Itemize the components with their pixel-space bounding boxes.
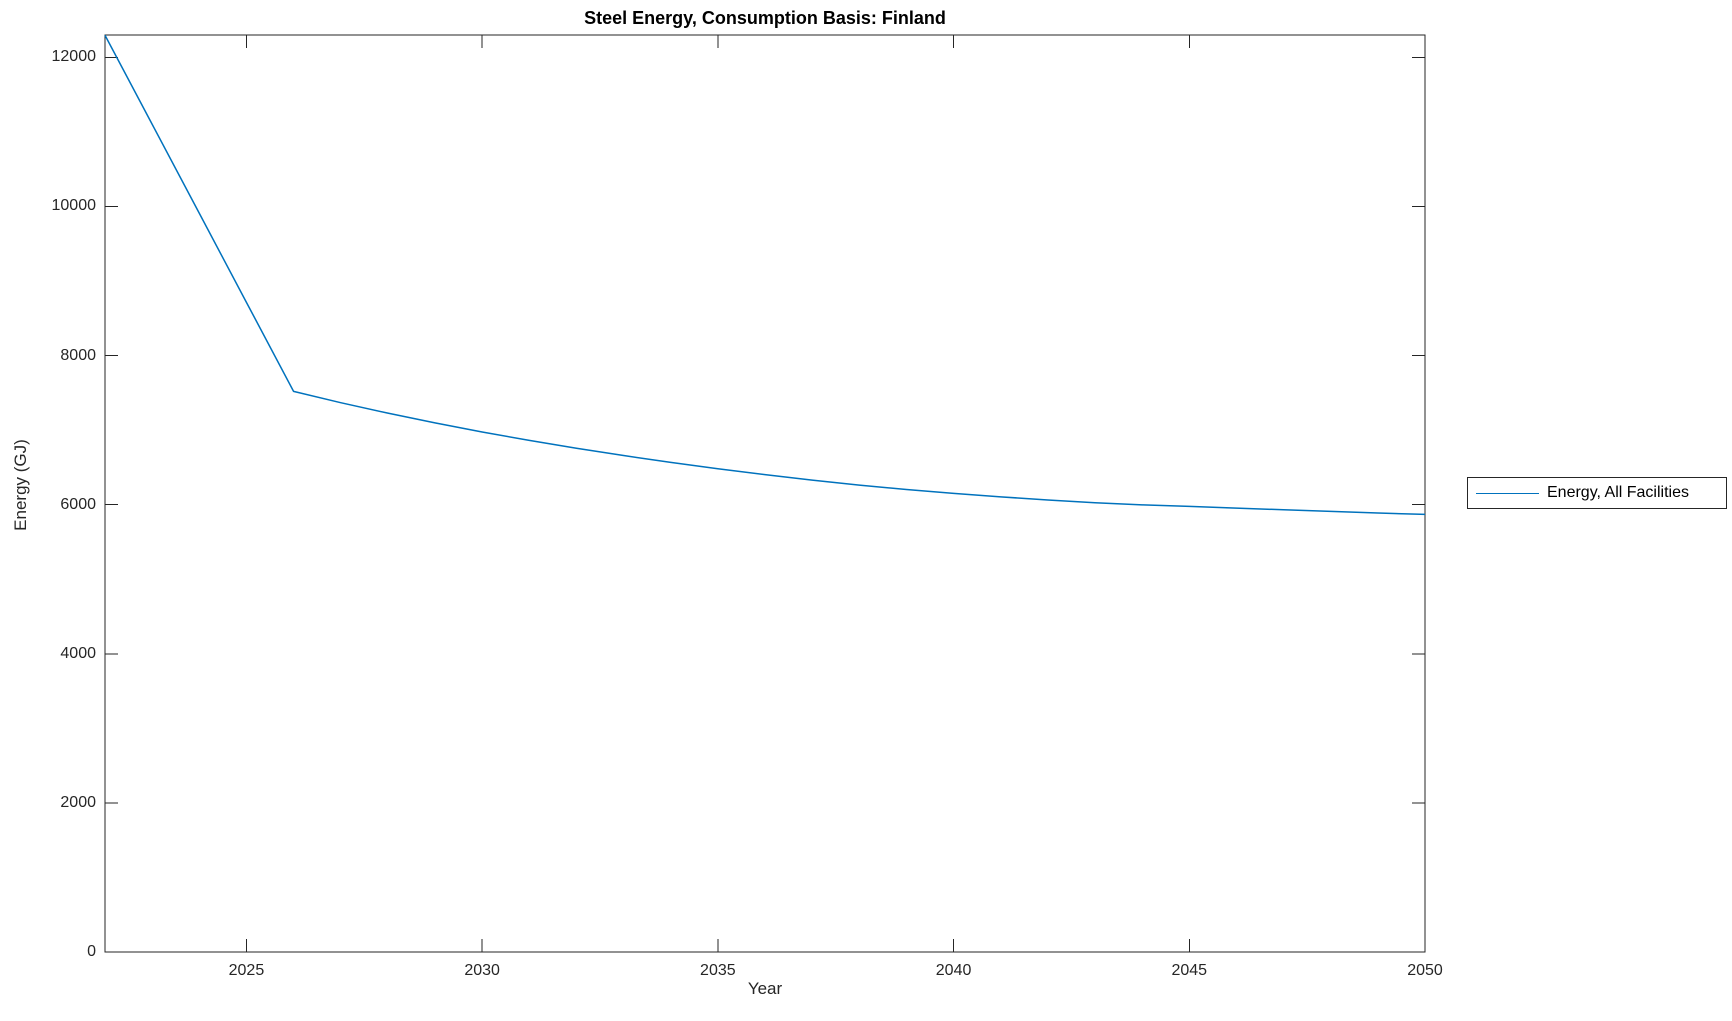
y-tick-label: 2000 (60, 793, 96, 811)
axes-box (104, 34, 1426, 953)
y-tick-label: 12000 (51, 48, 97, 66)
y-tick-label: 8000 (60, 346, 96, 364)
x-tick-label: 2025 (228, 962, 265, 979)
y-tick-label: 4000 (60, 644, 96, 662)
x-tick-label: 2045 (1171, 962, 1208, 979)
y-tick-label: 10000 (51, 197, 97, 215)
legend-series-label: Energy, All Facilities (1547, 484, 1689, 501)
y-tick-label: 6000 (60, 495, 96, 513)
x-tick-label: 2050 (1407, 962, 1443, 979)
energy-series-line (104, 34, 1426, 516)
y-tick-label: 0 (87, 943, 96, 960)
x-axis-label: Year (747, 979, 783, 998)
chart-title: Steel Energy, Consumption Basis: Finland (584, 8, 946, 28)
legend: Energy, All Facilities (1467, 477, 1727, 509)
x-tick-label: 2030 (464, 962, 500, 979)
x-tick-label: 2040 (935, 962, 972, 979)
x-tick-label: 2035 (700, 962, 736, 979)
legend-line-sample (1476, 492, 1539, 494)
y-axis-label: Energy (GJ) (11, 439, 30, 531)
